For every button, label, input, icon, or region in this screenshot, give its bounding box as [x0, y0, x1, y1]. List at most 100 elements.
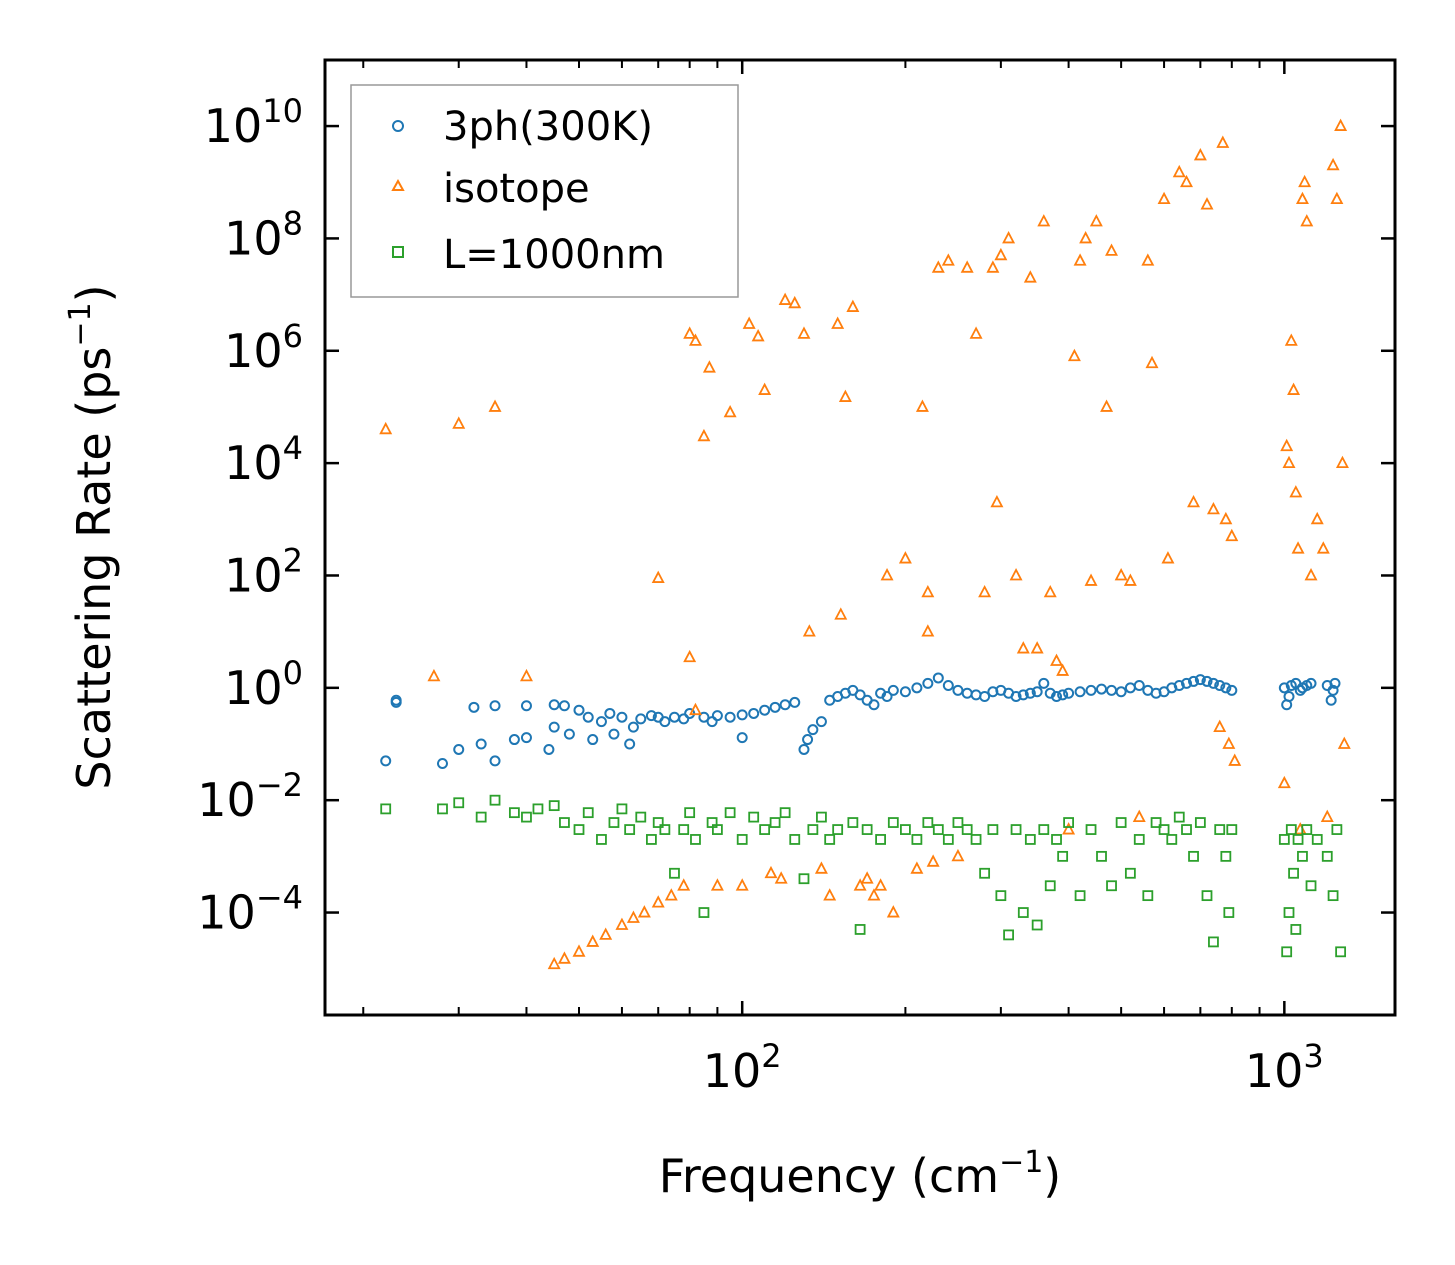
legend-label-isotope: isotope — [443, 166, 590, 212]
data-point — [710, 878, 724, 891]
data-point — [532, 803, 544, 815]
data-point — [1181, 677, 1193, 689]
data-point — [1277, 775, 1291, 789]
data-point — [838, 389, 852, 402]
data-point — [867, 888, 881, 901]
data-layer — [379, 118, 1351, 970]
data-point — [706, 716, 718, 728]
y-axis-label-exponent: −1 — [63, 302, 98, 346]
data-point — [1003, 929, 1014, 941]
data-point — [834, 607, 848, 620]
data-point — [678, 824, 690, 835]
data-point — [1079, 230, 1093, 244]
x-tick-label: 102 — [703, 1037, 782, 1098]
data-point — [1158, 824, 1170, 835]
data-point — [1133, 834, 1145, 845]
data-point — [698, 907, 710, 918]
data-point — [437, 803, 448, 815]
data-point — [475, 811, 487, 823]
data-point — [1327, 890, 1339, 902]
data-point — [1298, 174, 1312, 188]
data-point — [683, 649, 697, 663]
legend-marker-isotope — [391, 178, 405, 191]
data-point — [1216, 135, 1230, 148]
y-tick-label: 10−4 — [197, 879, 303, 940]
data-point — [1043, 584, 1057, 598]
data-point — [807, 724, 819, 736]
data-point — [548, 699, 560, 711]
data-point — [1063, 817, 1075, 828]
data-point — [1051, 691, 1063, 703]
x-axis-label-text: Frequency (cm — [659, 1149, 999, 1203]
data-point — [1337, 736, 1351, 749]
data-point — [759, 824, 771, 835]
data-point — [1219, 511, 1233, 525]
data-point — [1166, 834, 1178, 845]
data-point — [1297, 850, 1308, 862]
series-0 — [380, 672, 1341, 769]
data-point — [547, 956, 561, 970]
data-point — [1173, 680, 1185, 692]
data-point — [807, 824, 819, 835]
data-point — [748, 811, 760, 823]
data-point — [563, 728, 575, 740]
data-point — [1201, 890, 1213, 902]
data-point — [875, 834, 886, 845]
data-point — [587, 734, 599, 746]
data-point — [688, 333, 702, 346]
data-point — [816, 811, 827, 823]
data-point — [1096, 850, 1107, 862]
data-point — [508, 734, 520, 746]
data-point — [1123, 573, 1137, 586]
data-point — [915, 399, 929, 412]
data-point — [698, 711, 710, 723]
data-point — [604, 707, 616, 719]
data-point — [1335, 946, 1347, 958]
data-point — [1281, 946, 1293, 958]
data-point — [697, 428, 711, 442]
data-point — [1084, 573, 1098, 586]
data-point — [961, 824, 973, 835]
data-point — [986, 260, 1000, 273]
data-point — [847, 817, 859, 828]
data-point — [436, 757, 448, 769]
data-point — [1161, 551, 1175, 564]
data-point — [1085, 684, 1097, 696]
legend-marker-3ph — [392, 120, 404, 132]
data-point — [596, 834, 607, 845]
data-point — [1226, 684, 1238, 696]
legend-box — [350, 84, 739, 298]
data-point — [452, 416, 466, 429]
data-point — [769, 701, 781, 713]
data-point — [711, 824, 723, 835]
y-tick-label: 100 — [224, 654, 303, 715]
data-point — [627, 721, 639, 733]
data-point — [635, 811, 647, 823]
data-point — [994, 247, 1008, 261]
data-point — [558, 700, 570, 712]
data-point — [911, 682, 923, 694]
data-point — [1173, 811, 1185, 823]
data-point — [1326, 157, 1340, 171]
data-point — [970, 834, 982, 845]
data-point — [1031, 919, 1043, 931]
data-point — [659, 824, 671, 835]
data-point — [758, 382, 772, 395]
data-point — [1278, 682, 1290, 694]
data-point — [1284, 333, 1298, 346]
data-point — [798, 873, 810, 885]
data-point — [778, 292, 792, 305]
data-point — [1291, 541, 1305, 554]
data-point — [802, 624, 816, 637]
y-tick-label: 108 — [224, 204, 303, 265]
data-point — [922, 677, 934, 689]
data-point — [736, 834, 748, 845]
data-point — [1194, 817, 1206, 828]
data-point — [645, 710, 657, 722]
data-point — [1057, 689, 1069, 701]
data-point — [932, 824, 944, 835]
data-point — [969, 326, 983, 339]
data-point — [1100, 399, 1114, 412]
data-point — [899, 686, 911, 698]
